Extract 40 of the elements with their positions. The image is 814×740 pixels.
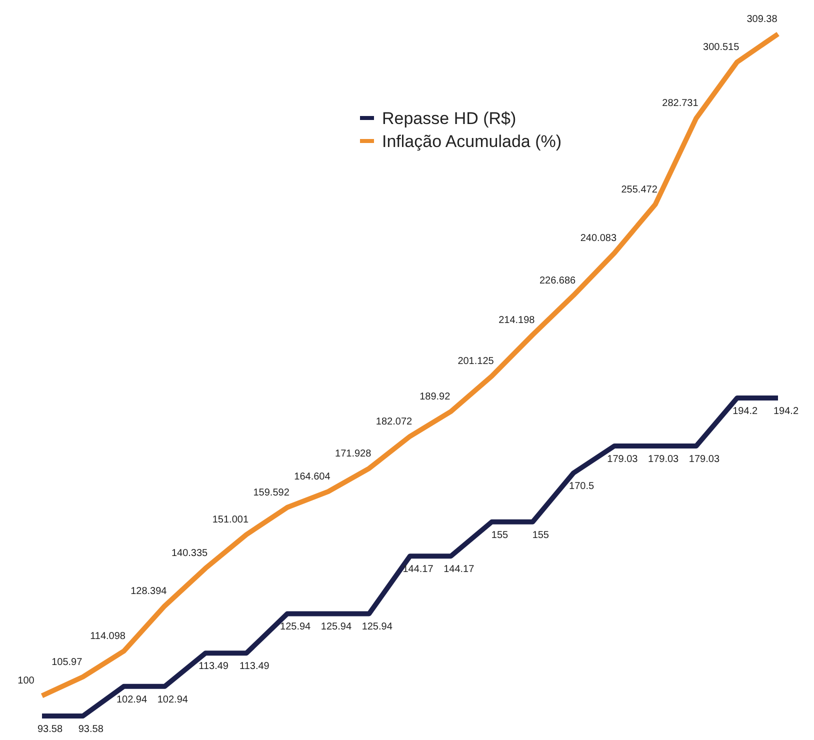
data-label: 182.072 bbox=[376, 416, 413, 428]
data-label: 125.94 bbox=[320, 622, 352, 633]
data-label: 105.97 bbox=[52, 656, 83, 668]
data-label: 159.592 bbox=[253, 487, 290, 498]
data-label: 170.5 bbox=[569, 480, 595, 492]
data-label: 179.03 bbox=[688, 454, 720, 465]
data-label: 179.03 bbox=[648, 454, 680, 465]
data-label: 93.58 bbox=[78, 724, 104, 735]
legend-label: Repasse HD (R$) bbox=[382, 109, 516, 128]
data-label: 144.17 bbox=[402, 564, 434, 576]
data-label: 171.928 bbox=[335, 448, 372, 460]
data-label: 125.94 bbox=[280, 622, 312, 633]
data-label: 151.001 bbox=[212, 514, 249, 526]
data-label: 214.198 bbox=[498, 314, 536, 326]
data-label: 194.2 bbox=[732, 406, 758, 418]
legend-label: Inflação Acumulada (%) bbox=[382, 132, 562, 151]
data-label: 240.083 bbox=[580, 233, 617, 244]
data-label: 201.125 bbox=[458, 356, 494, 368]
data-label: 309.38 bbox=[746, 14, 778, 25]
data-label: 179.03 bbox=[607, 454, 638, 465]
data-label: 164.604 bbox=[294, 472, 331, 483]
data-label: 128.394 bbox=[130, 586, 168, 597]
data-label: 282.731 bbox=[662, 98, 699, 110]
data-label: 93.58 bbox=[37, 724, 63, 735]
data-label: 100 bbox=[18, 676, 35, 687]
data-label: 144.17 bbox=[444, 564, 475, 576]
data-label: 113.49 bbox=[240, 661, 270, 672]
data-label: 102.94 bbox=[116, 694, 148, 706]
data-label: 300.515 bbox=[703, 42, 740, 54]
data-label: 155 bbox=[491, 530, 509, 541]
data-label: 255.472 bbox=[621, 184, 658, 196]
data-label: 189.92 bbox=[420, 392, 451, 403]
data-label: 194.2 bbox=[773, 406, 799, 418]
data-label: 125.94 bbox=[362, 622, 393, 633]
data-label: 113.49 bbox=[198, 661, 229, 672]
data-label: 155 bbox=[532, 530, 550, 541]
data-label: 114.098 bbox=[90, 631, 126, 642]
data-label: 102.94 bbox=[157, 694, 188, 706]
data-label: 140.335 bbox=[171, 548, 208, 560]
data-label: 226.686 bbox=[539, 275, 576, 286]
